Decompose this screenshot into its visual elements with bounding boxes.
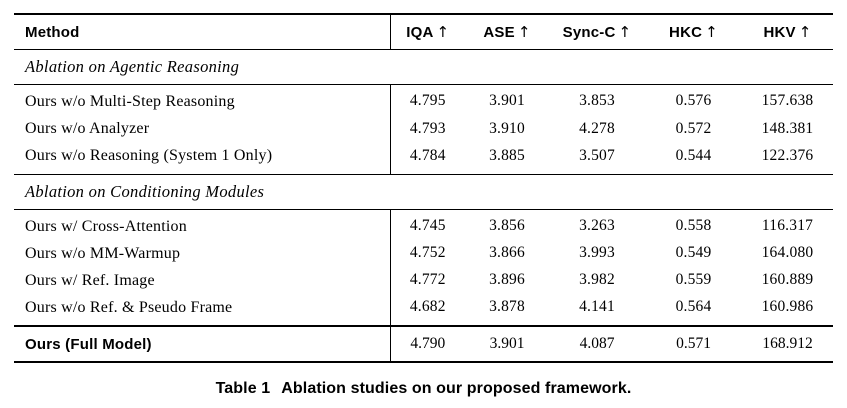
metric-value-cell: 4.087 [549, 325, 645, 363]
col-header-label: IQA [406, 24, 434, 41]
table-row: Ours w/o Ref. & Pseudo Frame 4.682 3.878 4.… [14, 294, 833, 327]
metric-value-cell: 116.317 [761, 216, 814, 234]
table-caption: Table 1 Ablation studies on our proposed … [14, 380, 833, 398]
col-header-label: HKC [669, 24, 703, 41]
metric-value-cell: 4.682 [390, 294, 465, 327]
metric-value-cell: 0.576 [675, 92, 712, 110]
col-header-method: Method [14, 14, 391, 50]
up-arrow-icon: ↑ [517, 23, 531, 41]
metric-value-cell: 3.910 [489, 119, 525, 137]
metric-value-cell: 0.572 [675, 119, 712, 137]
table-row: Ours w/o Multi-Step Reasoning 4.795 3.901 3… [14, 84, 833, 116]
metric-value-cell: 3.263 [579, 216, 615, 234]
up-arrow-icon: ↑ [618, 23, 632, 41]
metric-value-cell: 3.878 [465, 294, 549, 327]
method-cell: Ours w/o Multi-Step Reasoning [14, 84, 391, 116]
section-header-row: Ablation on Conditioning Modules [14, 174, 833, 210]
table-header-row: Method IQA ↑ ASE ↑ Sync-C ↑ HKC ↑ HKV ↑ [14, 14, 833, 50]
table-row: Ours w/o Analyzer 4.793 3.910 4.278 0.572 148… [14, 115, 833, 143]
metric-value-cell: 3.896 [489, 271, 525, 289]
metric-value-cell: 3.982 [579, 271, 615, 289]
metric-value-cell: 4.278 [579, 119, 615, 137]
metric-value-cell: 164.080 [761, 244, 814, 262]
table-header: Method IQA ↑ ASE ↑ Sync-C ↑ HKC ↑ HKV ↑ [14, 14, 833, 50]
metric-value-cell: 4.772 [409, 271, 446, 289]
metric-value-cell: 4.784 [390, 142, 465, 175]
method-cell: Ours w/o Ref. & Pseudo Frame [14, 294, 391, 327]
method-cell: Ours w/ Cross-Attention [14, 209, 391, 240]
full-model-row: Ours (Full Model) 4.790 3.901 4.087 0.571 168… [14, 325, 833, 363]
col-header-sync-c: Sync-C ↑ [549, 14, 645, 50]
metric-value-cell: 3.866 [489, 244, 525, 262]
metric-value-cell: 3.901 [489, 92, 525, 110]
metric-value-cell: 4.790 [390, 325, 465, 363]
col-header-label: Sync-C [562, 24, 616, 41]
section-header-row: Ablation on Agentic Reasoning [14, 49, 833, 85]
metric-value-cell: 3.885 [465, 142, 549, 175]
table-body: Ablation on Agentic Reasoning Ours w/o Mu… [14, 49, 833, 363]
metric-value-cell: 0.571 [645, 325, 742, 363]
metric-value-cell: 0.549 [675, 244, 712, 262]
table-row: Ours w/o Reasoning (System 1 Only) 4.784 3… [14, 142, 833, 175]
method-cell: Ours w/ Ref. Image [14, 266, 391, 295]
col-header-ase: ASE ↑ [465, 14, 549, 50]
col-header-hkc: HKC ↑ [645, 14, 742, 50]
metric-value-cell: 3.993 [579, 244, 615, 262]
metric-value-cell: 3.853 [579, 92, 615, 110]
up-arrow-icon: ↑ [436, 23, 450, 41]
metric-value-cell: 160.986 [742, 294, 833, 327]
metric-value-cell: 3.856 [489, 216, 525, 234]
method-cell: Ours w/o MM-Warmup [14, 239, 391, 267]
table-caption-label: Table 1 [215, 380, 271, 398]
metric-value-cell: 0.544 [645, 142, 742, 175]
up-arrow-icon: ↑ [705, 23, 718, 41]
method-cell: Ours w/o Reasoning (System 1 Only) [14, 142, 391, 175]
metric-value-cell: 160.889 [761, 271, 814, 289]
table-caption-text: Ablation studies on our proposed framewo… [281, 380, 632, 398]
col-header-hkv: HKV ↑ [742, 14, 833, 50]
metric-value-cell: 4.141 [549, 294, 645, 327]
metric-value-cell: 4.745 [409, 216, 446, 234]
table-row: Ours w/ Cross-Attention 4.745 3.856 3.263 0.… [14, 209, 833, 240]
method-cell: Ours w/o Analyzer [14, 115, 391, 143]
metric-value-cell: 4.752 [409, 244, 446, 262]
metric-value-cell: 4.795 [409, 92, 446, 110]
metric-value-cell: 148.381 [761, 119, 814, 137]
ablation-table: Method IQA ↑ ASE ↑ Sync-C ↑ HKC ↑ HKV ↑ Ablation o… [14, 13, 833, 364]
metric-value-cell: 0.558 [675, 216, 712, 234]
method-cell: Ours (Full Model) [14, 325, 391, 363]
col-header-label: ASE [483, 24, 515, 41]
metric-value-cell: 0.564 [645, 294, 742, 327]
section-title: Ablation on Agentic Reasoning [14, 49, 833, 85]
metric-value-cell: 0.559 [675, 271, 712, 289]
col-header-iqa: IQA ↑ [390, 14, 465, 50]
section-title: Ablation on Conditioning Modules [14, 174, 833, 210]
metric-value-cell: 4.793 [409, 119, 446, 137]
table-row: Ours w/ Ref. Image 4.772 3.896 3.982 0.559 16… [14, 266, 833, 295]
col-header-label: HKV [763, 24, 796, 41]
table-row: Ours w/o MM-Warmup 4.752 3.866 3.993 0.549 16… [14, 239, 833, 267]
metric-value-cell: 3.901 [465, 325, 549, 363]
metric-value-cell: 122.376 [742, 142, 833, 175]
metric-value-cell: 157.638 [761, 92, 814, 110]
metric-value-cell: 3.507 [549, 142, 645, 175]
metric-value-cell: 168.912 [742, 325, 833, 363]
up-arrow-icon: ↑ [798, 23, 812, 41]
